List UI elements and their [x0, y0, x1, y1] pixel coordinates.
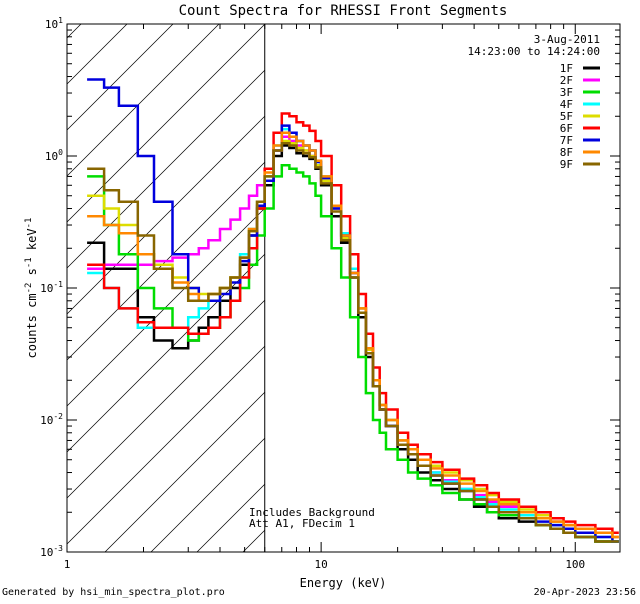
- footer-generated-by: Generated by hsi_min_spectra_plot.pro: [2, 587, 225, 598]
- x-tick-label: 10: [315, 558, 328, 571]
- series-3F: [87, 164, 619, 543]
- legend-label: 4F: [560, 98, 573, 111]
- y-label-main: counts cm: [25, 293, 39, 358]
- y-label-mid2: keV: [25, 228, 39, 257]
- legend-label: 9F: [560, 158, 573, 171]
- series-5F: [87, 139, 619, 539]
- y-tick-label: 10-2: [40, 412, 63, 427]
- time-range-label: 14:23:00 to 14:24:00: [468, 45, 600, 58]
- legend-label: 3F: [560, 86, 573, 99]
- y-axis-ticks: 10-3 10-2 10-1 100 101: [40, 16, 620, 559]
- series-2F: [87, 135, 619, 539]
- legend-label: 8F: [560, 146, 573, 159]
- footer-timestamp: 20-Apr-2023 23:56: [534, 587, 636, 598]
- series-layer: [87, 78, 619, 543]
- hatch-line: [67, 299, 265, 499]
- date-label: 3-Aug-2011: [534, 33, 600, 46]
- hatch-line: [67, 345, 265, 545]
- hatch-line: [67, 24, 174, 131]
- legend-label: 6F: [560, 122, 573, 135]
- series-7F: [87, 78, 619, 543]
- legend-label: 5F: [560, 110, 573, 123]
- hatch-line: [150, 437, 265, 552]
- series-1F: [87, 144, 619, 543]
- legend-label: 1F: [560, 62, 573, 75]
- y-tick-label: 10-3: [40, 544, 63, 559]
- y-label-exp1: -2: [24, 283, 34, 294]
- series-4F: [87, 127, 619, 543]
- y-axis-label: counts cm-2 s-1 keV-1: [24, 218, 39, 359]
- y-label-exp2: -1: [24, 257, 34, 268]
- y-label-mid1: s: [25, 268, 39, 282]
- x-tick-label: 100: [565, 558, 585, 571]
- hatch-line: [67, 24, 265, 223]
- x-axis-label: Energy (keV): [300, 576, 387, 590]
- series-6F: [87, 112, 619, 534]
- annotation-background: Includes Background: [249, 506, 375, 519]
- x-axis-ticks: 1 10 100: [64, 24, 585, 571]
- chart-title: Count Spectra for RHESSI Front Segments: [179, 3, 508, 19]
- attenuator-hatch-region: [67, 24, 265, 552]
- hatch-line: [67, 69, 265, 269]
- y-tick-label: 100: [45, 148, 63, 163]
- annotation-attenuator: Att A1, FDecim 1: [249, 517, 355, 530]
- series-9F: [87, 141, 619, 543]
- legend-label: 2F: [560, 74, 573, 87]
- y-tick-label: 101: [45, 16, 63, 31]
- x-tick-label: 1: [64, 558, 71, 571]
- hatch-line: [67, 24, 220, 177]
- series-8F: [87, 131, 619, 539]
- y-tick-label: 10-1: [40, 280, 63, 295]
- y-label-exp3: -1: [24, 218, 34, 229]
- legend-label: 7F: [560, 134, 573, 147]
- hatch-line: [104, 391, 265, 552]
- hatch-line: [67, 115, 265, 315]
